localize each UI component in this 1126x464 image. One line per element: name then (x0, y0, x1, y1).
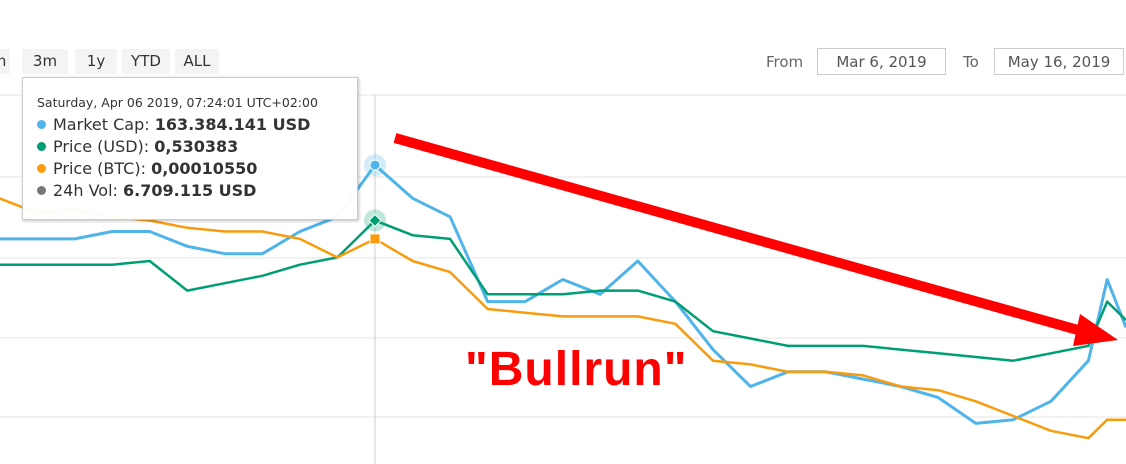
tooltip-row-volume: 24h Vol: 6.709.115 USD (37, 180, 357, 202)
price-usd-dot-icon (37, 142, 46, 151)
tooltip-label: Market Cap: (53, 115, 155, 134)
tooltip-label: Price (BTC): (53, 159, 152, 178)
to-label: To (963, 53, 979, 71)
tooltip-row-market-cap: Market Cap: 163.384.141 USD (37, 114, 357, 136)
volume-dot-icon (37, 186, 46, 195)
tooltip: Saturday, Apr 06 2019, 07:24:01 UTC+02:0… (22, 77, 358, 220)
tooltip-row-price-usd: Price (USD): 0,530383 (37, 136, 357, 158)
red-arrow-shaft (393, 133, 1087, 337)
series-line-market-cap (0, 163, 1126, 425)
range-button-all[interactable]: ALL (175, 49, 219, 74)
range-button-3m[interactable]: 3m (22, 49, 68, 74)
from-date-input[interactable]: Mar 6, 2019 (817, 48, 946, 75)
range-button-ytd[interactable]: YTD (122, 49, 170, 74)
series-line-price-usd- (0, 219, 1126, 362)
tooltip-label: 24h Vol: (53, 181, 123, 200)
range-button-1m[interactable]: m (0, 49, 10, 74)
price-btc-dot-icon (37, 164, 46, 173)
tooltip-value: 6.709.115 USD (123, 181, 257, 200)
tooltip-value: 0,530383 (154, 137, 239, 156)
market-cap-marker (369, 159, 381, 171)
to-date-input[interactable]: May 16, 2019 (994, 48, 1124, 75)
tooltip-label: Price (USD): (53, 137, 155, 156)
bullrun-annotation: "Bullrun" (465, 343, 688, 396)
price-btc-marker (369, 233, 381, 245)
tooltip-value: 163.384.141 USD (154, 115, 311, 134)
red-arrow-head-icon (1073, 314, 1118, 346)
price-usd-marker (368, 213, 382, 228)
market-cap-dot-icon (37, 120, 46, 129)
from-label: From (766, 53, 804, 71)
series-line-price-btc- (0, 197, 1126, 440)
tooltip-value: 0,00010550 (151, 159, 258, 178)
tooltip-date: Saturday, Apr 06 2019, 07:24:01 UTC+02:0… (37, 95, 318, 110)
range-button-1y[interactable]: 1y (75, 49, 117, 74)
tooltip-row-price-btc: Price (BTC): 0,00010550 (37, 158, 357, 180)
